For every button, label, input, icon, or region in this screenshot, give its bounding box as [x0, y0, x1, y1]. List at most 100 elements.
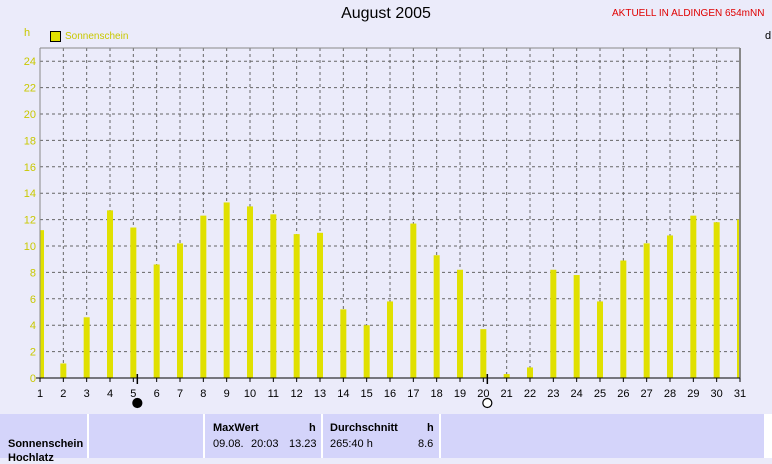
- right-axis-unit: d: [765, 30, 772, 42]
- bar: [573, 275, 580, 378]
- avg-label: Durchschnitt: [330, 422, 398, 434]
- max-unit: h: [309, 422, 316, 434]
- x-tick-label: 23: [547, 388, 559, 400]
- x-tick-label: 26: [617, 388, 629, 400]
- bar-series: [40, 202, 740, 378]
- bar: [597, 301, 603, 378]
- x-tick-label: 16: [384, 388, 396, 400]
- x-tick-label: 6: [154, 388, 160, 400]
- x-tick-label: 8: [200, 388, 206, 400]
- y-tick-label: 2: [30, 347, 36, 359]
- grid-lines: [40, 48, 740, 378]
- avg-unit: h: [427, 422, 434, 434]
- x-tick-label: 30: [711, 388, 723, 400]
- chart-title: August 2005: [341, 5, 431, 22]
- max-label: MaxWert: [213, 422, 259, 434]
- x-tick-label: 24: [571, 388, 583, 400]
- bar: [620, 260, 627, 378]
- x-tick-label: 22: [524, 388, 536, 400]
- x-tick-label: 12: [291, 388, 303, 400]
- x-tick-label: 5: [130, 388, 136, 400]
- x-tick-label: 17: [407, 388, 419, 400]
- y-tick-label: 24: [24, 56, 36, 68]
- legend-label: Sonnenschein: [65, 31, 129, 42]
- y-tick-label: 0: [30, 373, 36, 385]
- x-tick-label: 31: [734, 388, 746, 400]
- x-tick-label: 3: [84, 388, 90, 400]
- new-moon-icon: [132, 397, 143, 409]
- bar: [387, 301, 393, 378]
- x-tick-label: 7: [177, 388, 183, 400]
- legend-swatch: [50, 31, 61, 42]
- legend: Sonnenschein: [50, 31, 128, 42]
- max-date: 09.08.: [213, 438, 244, 450]
- x-tick-label: 20: [477, 388, 489, 400]
- y-tick-label: 12: [24, 215, 36, 227]
- bar: [83, 317, 90, 378]
- max-cell: [205, 414, 323, 458]
- bar: [317, 232, 323, 378]
- bar: [457, 269, 463, 378]
- bar: [40, 230, 44, 378]
- avg-total: 265:40 h: [330, 438, 373, 450]
- y-tick-label: 8: [30, 267, 36, 279]
- plot-frame: [36, 47, 741, 379]
- empty-cell: [89, 414, 205, 458]
- y-tick-label: 18: [24, 135, 36, 147]
- x-tick-label: 10: [244, 388, 256, 400]
- bar: [293, 234, 300, 378]
- x-tick-label: 19: [454, 388, 466, 400]
- x-axis-ticks: 1 2 3 4 5 6 7 8 9 10 11 12 13 14 15 16 17 18 19 20 21 22 23 24 2…: [37, 378, 746, 400]
- bar: [130, 227, 137, 378]
- bar: [247, 206, 253, 378]
- row-label: Sonnenschein: [8, 438, 84, 450]
- bar: [550, 269, 557, 378]
- bar: [177, 243, 183, 378]
- x-tick-label: 27: [641, 388, 653, 400]
- moon-phase-markers: [132, 374, 493, 409]
- avg-cell: [323, 414, 441, 458]
- bar: [713, 222, 720, 378]
- bar: [363, 325, 370, 378]
- x-tick-label: 25: [594, 388, 606, 400]
- y-tick-label: 6: [30, 294, 36, 306]
- bar: [107, 210, 113, 378]
- blank-cell: [441, 414, 766, 458]
- y-tick-label: 20: [24, 109, 36, 121]
- y-tick-label: 4: [30, 320, 36, 332]
- x-tick-label: 14: [337, 388, 349, 400]
- bar: [433, 255, 440, 378]
- row-label-cell: [0, 414, 89, 458]
- y-tick-label: 16: [24, 162, 36, 174]
- bar: [503, 374, 510, 378]
- row-label-2: Hochlatz: [8, 452, 54, 464]
- bar: [527, 367, 533, 378]
- bar: [270, 214, 277, 378]
- bar: [340, 309, 347, 378]
- bar: [410, 223, 417, 378]
- bar: [200, 215, 207, 378]
- station-label: AKTUELL IN ALDINGEN 654mNN: [612, 8, 765, 19]
- bar: [223, 202, 230, 378]
- max-time: 20:03: [251, 438, 279, 450]
- bar: [60, 363, 67, 378]
- y-tick-label: 10: [24, 241, 36, 253]
- y-tick-label: 22: [24, 83, 36, 95]
- x-tick-label: 18: [431, 388, 443, 400]
- x-tick-label: 13: [314, 388, 326, 400]
- bar: [480, 329, 487, 378]
- x-tick-label: 11: [268, 388, 279, 400]
- x-tick-label: 29: [687, 388, 699, 400]
- avg-value: 8.6: [418, 438, 434, 450]
- bar: [667, 235, 673, 378]
- bar: [643, 243, 650, 378]
- x-tick-label: 21: [501, 388, 513, 400]
- x-tick-label: 2: [60, 388, 66, 400]
- x-tick-label: 28: [664, 388, 676, 400]
- x-tick-label: 4: [107, 388, 113, 400]
- max-value: 13.23: [289, 438, 317, 450]
- full-moon-icon: [482, 397, 493, 409]
- bar: [690, 215, 697, 378]
